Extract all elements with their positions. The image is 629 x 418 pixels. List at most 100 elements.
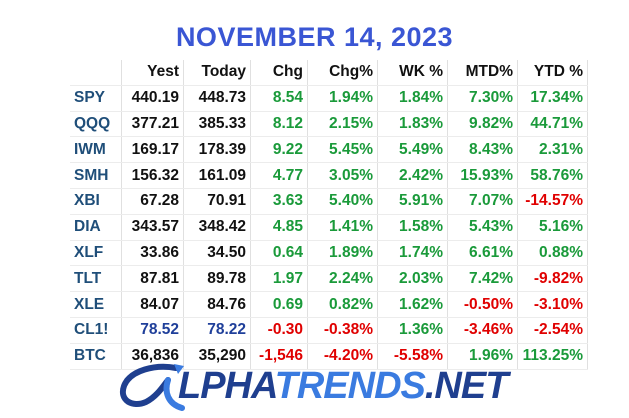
cell-yest: 377.21 xyxy=(121,111,184,138)
table-row: XLF 33.86 34.50 0.64 1.89% 1.74% 6.61% 0.88% xyxy=(70,240,588,267)
cell-chg-pct: -0.38% xyxy=(307,317,378,344)
cell-ytd-pct: -9.82% xyxy=(517,265,588,293)
cell-today: 84.76 xyxy=(183,291,251,318)
cell-yest: 343.57 xyxy=(121,214,184,241)
cell-yest: 440.19 xyxy=(121,85,184,112)
cell-mtd-pct: 5.43% xyxy=(447,214,518,241)
cell-mtd-pct: 15.93% xyxy=(447,162,518,189)
table-row: CL1! 78.52 78.22 -0.30 -0.38% 1.36% -3.46% -2.5… xyxy=(70,317,588,344)
cell-mtd-pct: 1.96% xyxy=(447,343,518,370)
cell-wk-pct: 1.36% xyxy=(377,317,448,344)
cell-chg: 8.12 xyxy=(250,111,308,138)
cell-mtd-pct: 7.07% xyxy=(447,188,518,215)
cell-chg-pct: 0.82% xyxy=(307,291,378,318)
cell-chg: 4.77 xyxy=(250,162,308,189)
cell-wk-pct: 1.83% xyxy=(377,111,448,138)
logo-wordmark: LPHATRENDS.NET xyxy=(178,365,509,408)
cell-yest: 33.86 xyxy=(121,240,184,267)
cell-today: 78.22 xyxy=(183,317,251,344)
cell-yest: 87.81 xyxy=(121,265,184,293)
table-header-row: Yest Today Chg Chg% WK % MTD% YTD % xyxy=(70,60,588,86)
cell-yest: 84.07 xyxy=(121,291,184,318)
ticker-symbol: XBI xyxy=(70,188,122,215)
cell-chg-pct: 5.40% xyxy=(307,188,378,215)
cell-mtd-pct: 7.42% xyxy=(447,265,518,293)
column-header xyxy=(70,60,122,86)
cell-chg: 0.64 xyxy=(250,240,308,267)
cell-wk-pct: 5.49% xyxy=(377,136,448,164)
cell-mtd-pct: -3.46% xyxy=(447,317,518,344)
column-header-yest: Yest xyxy=(121,60,184,86)
column-header-chg: Chg xyxy=(250,60,308,86)
cell-today: 348.42 xyxy=(183,214,251,241)
cell-chg-pct: 1.94% xyxy=(307,85,378,112)
cell-ytd-pct: -3.10% xyxy=(517,291,588,318)
cell-wk-pct: 1.58% xyxy=(377,214,448,241)
cell-mtd-pct: 9.82% xyxy=(447,111,518,138)
cell-ytd-pct: 2.31% xyxy=(517,136,588,164)
table-row: IWM 169.17 178.39 9.22 5.45% 5.49% 8.43% 2.31% xyxy=(70,136,588,164)
cell-chg-pct: -4.20% xyxy=(307,343,378,370)
cell-chg: 0.69 xyxy=(250,291,308,318)
cell-chg: -0.30 xyxy=(250,317,308,344)
table-row: XLE 84.07 84.76 0.69 0.82% 1.62% -0.50% -3.10% xyxy=(70,291,588,318)
column-header-wk-pct: WK % xyxy=(377,60,448,86)
market-table: Yest Today Chg Chg% WK % MTD% YTD % SPY 4… xyxy=(70,60,588,370)
alphatrends-logo: LPHATRENDS.NET xyxy=(116,362,526,414)
cell-today: 89.78 xyxy=(183,265,251,293)
cell-mtd-pct: -0.50% xyxy=(447,291,518,318)
cell-chg: 3.63 xyxy=(250,188,308,215)
table-row: XBI 67.28 70.91 3.63 5.40% 5.91% 7.07% -14.57% xyxy=(70,188,588,215)
cell-chg: 4.85 xyxy=(250,214,308,241)
ticker-symbol: QQQ xyxy=(70,111,122,138)
cell-ytd-pct: 17.34% xyxy=(517,85,588,112)
cell-ytd-pct: 113.25% xyxy=(517,343,588,370)
cell-yest: 67.28 xyxy=(121,188,184,215)
cell-chg-pct: 2.15% xyxy=(307,111,378,138)
cell-chg: 1.97 xyxy=(250,265,308,293)
cell-chg-pct: 1.89% xyxy=(307,240,378,267)
page-title: NOVEMBER 14, 2023 xyxy=(175,22,454,52)
ticker-symbol: XLF xyxy=(70,240,122,267)
ticker-symbol: XLE xyxy=(70,291,122,318)
cell-ytd-pct: 0.88% xyxy=(517,240,588,267)
column-header-today: Today xyxy=(183,60,251,86)
cell-today: 178.39 xyxy=(183,136,251,164)
cell-wk-pct: 1.74% xyxy=(377,240,448,267)
cell-chg: -1,546 xyxy=(250,343,308,370)
cell-wk-pct: 2.03% xyxy=(377,265,448,293)
cell-chg: 8.54 xyxy=(250,85,308,112)
table-row: DIA 343.57 348.42 4.85 1.41% 1.58% 5.43% 5.16% xyxy=(70,214,588,241)
table-row: TLT 87.81 89.78 1.97 2.24% 2.03% 7.42% -9.82% xyxy=(70,265,588,293)
cell-ytd-pct: 5.16% xyxy=(517,214,588,241)
cell-chg-pct: 5.45% xyxy=(307,136,378,164)
cell-chg-pct: 1.41% xyxy=(307,214,378,241)
cell-today: 34.50 xyxy=(183,240,251,267)
cell-ytd-pct: 58.76% xyxy=(517,162,588,189)
cell-wk-pct: 5.91% xyxy=(377,188,448,215)
cell-today: 70.91 xyxy=(183,188,251,215)
ticker-symbol: SPY xyxy=(70,85,122,112)
cell-chg: 9.22 xyxy=(250,136,308,164)
cell-wk-pct: 1.84% xyxy=(377,85,448,112)
cell-mtd-pct: 8.43% xyxy=(447,136,518,164)
cell-mtd-pct: 7.30% xyxy=(447,85,518,112)
ticker-symbol: CL1! xyxy=(70,317,122,344)
cell-today: 448.73 xyxy=(183,85,251,112)
column-header-mtd-pct: MTD% xyxy=(447,60,518,86)
cell-today: 161.09 xyxy=(183,162,251,189)
cell-ytd-pct: -14.57% xyxy=(517,188,588,215)
logo-alpha: LPHA xyxy=(178,365,276,407)
logo-net: .NET xyxy=(424,365,509,407)
cell-wk-pct: 2.42% xyxy=(377,162,448,189)
ticker-symbol: BTC xyxy=(70,343,122,370)
logo-trends: TRENDS xyxy=(274,365,426,407)
column-header-ytd-pct: YTD % xyxy=(517,60,588,86)
cell-wk-pct: -5.58% xyxy=(377,343,448,370)
cell-mtd-pct: 6.61% xyxy=(447,240,518,267)
ticker-symbol: TLT xyxy=(70,265,122,293)
cell-wk-pct: 1.62% xyxy=(377,291,448,318)
cell-yest: 169.17 xyxy=(121,136,184,164)
alpha-swoosh-icon xyxy=(119,363,185,411)
cell-yest: 156.32 xyxy=(121,162,184,189)
